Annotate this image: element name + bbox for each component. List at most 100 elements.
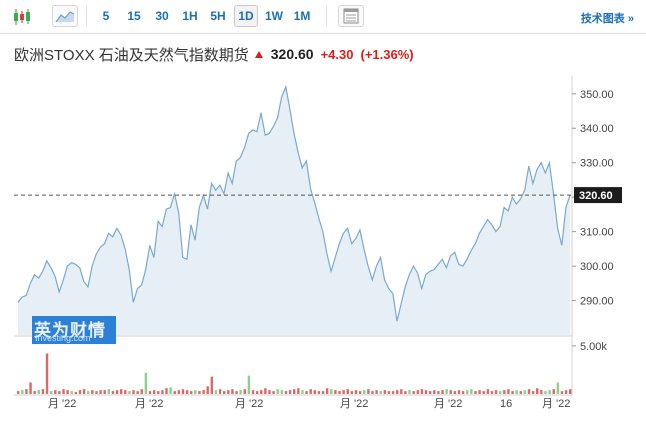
volume-bar [231, 389, 234, 394]
volume-bar [144, 372, 148, 394]
volume-bar [157, 391, 160, 394]
volume-bar [338, 391, 341, 394]
volume-bar [29, 382, 32, 394]
price-area [18, 86, 570, 336]
volume-bar [474, 391, 477, 394]
volume-bar [297, 388, 300, 394]
x-tick-label: 月 '22 [235, 398, 263, 410]
volume-bar [420, 389, 424, 394]
volume-bar [243, 389, 246, 394]
volume-bar [560, 391, 564, 394]
volume-bar [181, 389, 185, 394]
volume-bar [466, 390, 469, 394]
volume-bar [190, 391, 193, 394]
volume-bar [387, 391, 391, 394]
area-chart-icon[interactable] [52, 5, 78, 27]
price-change-percent: (+1.36%) [360, 46, 414, 62]
current-price-badge [574, 187, 622, 204]
volume-bar [548, 390, 551, 394]
instrument-title: 欧洲STOXX 石油及天然气指数期货 [14, 46, 249, 64]
volume-bar [433, 390, 436, 394]
volume-bar [400, 389, 403, 394]
volume-bar [490, 391, 494, 394]
volume-bar [78, 390, 82, 394]
volume-bar [457, 390, 461, 394]
x-tick-label: 16 [500, 398, 512, 410]
toolbar-divider [86, 6, 87, 26]
volume-bar [62, 389, 65, 394]
volume-bar [428, 391, 432, 394]
candlestick-chart-icon[interactable] [8, 5, 34, 27]
volume-bar [251, 390, 255, 394]
y-tick-label: 330.00 [580, 158, 614, 170]
volume-bar [33, 391, 36, 394]
volume-bar [424, 390, 428, 394]
y-tick-label: 310.00 [580, 227, 614, 239]
volume-bar [132, 390, 135, 394]
volume-bar [445, 389, 448, 394]
volume-bar [494, 390, 498, 394]
volume-bar [222, 391, 226, 394]
volume-bar [449, 390, 452, 394]
instrument-header: 欧洲STOXX 石油及天然气指数期货 320.60 +4.30 (+1.36%) [14, 42, 414, 66]
volume-bar [202, 390, 205, 394]
volume-bar [498, 391, 502, 394]
volume-bar [383, 390, 387, 394]
volume-tick-label: 5.00k [580, 341, 607, 353]
interval-5h-button[interactable]: 5H [210, 9, 226, 23]
y-tick-label: 290.00 [580, 296, 614, 308]
last-price: 320.60 [270, 46, 314, 62]
interval-1h-button[interactable]: 1H [182, 9, 198, 23]
volume-bar [288, 390, 292, 394]
volume-bar [564, 390, 568, 394]
volume-bar [148, 391, 152, 394]
price-chart[interactable]: 350.00340.00330.00320.00310.00300.00290.… [0, 76, 646, 425]
volume-bar [367, 389, 370, 394]
volume-bar [325, 388, 329, 394]
interval-5-button[interactable]: 5 [102, 9, 110, 23]
volume-bar [264, 388, 267, 394]
volume-bar [107, 389, 111, 394]
volume-bar [293, 389, 296, 394]
volume-bar [536, 388, 539, 394]
volume-bar [391, 391, 395, 394]
volume-bar [437, 391, 440, 394]
price-up-icon [254, 50, 263, 58]
volume-bar [540, 390, 543, 394]
interval-15-button[interactable]: 15 [127, 9, 141, 23]
volume-bar [268, 390, 271, 394]
volume-bar [321, 391, 325, 394]
volume-bar [119, 389, 123, 394]
volume-bar [284, 391, 288, 394]
volume-bar [527, 389, 531, 394]
interval-1d-button[interactable]: 1D [234, 5, 258, 27]
volume-bar [346, 389, 349, 394]
interval-30-button[interactable]: 30 [155, 9, 169, 23]
volume-bar [260, 390, 263, 394]
volume-bar [41, 389, 45, 394]
technical-chart-link[interactable]: 技术图表 » [580, 13, 634, 25]
volume-bar [25, 389, 28, 394]
interval-1w-button[interactable]: 1W [265, 9, 283, 23]
volume-bar [276, 389, 279, 394]
volume-bar [363, 390, 366, 394]
volume-bar [523, 390, 527, 394]
table-view-icon[interactable] [338, 5, 364, 27]
watermark-text-en: Investing.com [35, 333, 91, 343]
volume-bar [214, 390, 218, 394]
volume-bar [470, 389, 473, 394]
volume-bar [313, 390, 316, 394]
interval-1m-button[interactable]: 1M [293, 9, 311, 23]
volume-bar [371, 391, 374, 394]
volume-bar [173, 391, 176, 394]
volume-bar [305, 391, 308, 394]
volume-bar [309, 389, 312, 394]
volume-bar [416, 390, 419, 394]
volume-bar [124, 390, 127, 394]
volume-bar [503, 390, 506, 394]
x-tick-label: 月 '22 [135, 398, 163, 410]
volume-bar [198, 391, 201, 394]
volume-bar [95, 391, 98, 394]
volume-bar [486, 389, 490, 394]
volume-bar [247, 375, 251, 394]
